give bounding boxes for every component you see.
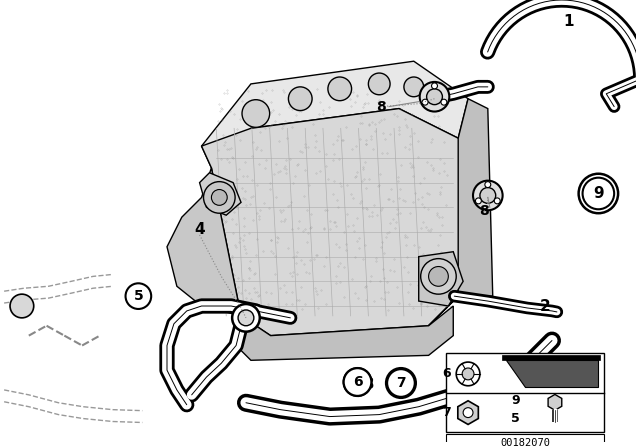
Text: 5: 5 [134,289,143,303]
Circle shape [344,368,371,396]
Circle shape [328,77,351,101]
Circle shape [427,89,442,105]
Circle shape [480,188,496,203]
Circle shape [232,304,260,332]
FancyBboxPatch shape [446,353,604,432]
Text: 6: 6 [443,367,451,380]
Text: 5: 5 [511,412,520,425]
Text: 8: 8 [479,204,489,218]
Text: 2: 2 [540,298,550,314]
Circle shape [476,198,481,204]
Circle shape [485,181,491,188]
Circle shape [238,310,254,326]
Circle shape [462,368,474,380]
Circle shape [386,368,416,398]
Circle shape [582,178,614,209]
Text: 1: 1 [563,14,574,29]
Polygon shape [202,61,468,168]
Text: 7: 7 [396,376,406,390]
Polygon shape [506,360,598,387]
Text: 9: 9 [511,394,520,407]
Text: 3: 3 [364,378,374,392]
Polygon shape [202,108,468,336]
Polygon shape [502,355,600,360]
Polygon shape [429,99,493,326]
FancyBboxPatch shape [446,434,604,448]
Text: 9: 9 [593,186,604,201]
Circle shape [441,99,447,105]
Polygon shape [458,401,478,424]
Circle shape [404,77,424,97]
Circle shape [211,190,227,205]
Text: 00182070: 00182070 [500,438,550,448]
Circle shape [494,198,500,204]
Circle shape [463,408,473,418]
Polygon shape [200,173,241,215]
Circle shape [420,82,449,112]
Circle shape [473,181,502,210]
Circle shape [422,99,428,105]
Circle shape [456,362,480,386]
Circle shape [204,181,235,213]
Polygon shape [231,306,453,360]
Text: 6: 6 [353,375,362,389]
Circle shape [420,258,456,294]
Circle shape [579,174,618,213]
Circle shape [394,376,408,390]
Text: 7: 7 [442,406,451,419]
Circle shape [351,375,364,389]
Polygon shape [167,168,241,316]
Text: 8: 8 [376,99,386,114]
Circle shape [10,294,34,318]
Polygon shape [419,252,463,306]
Circle shape [369,73,390,95]
Circle shape [125,283,151,309]
Polygon shape [548,394,562,410]
Circle shape [344,368,371,396]
Circle shape [586,181,610,205]
Circle shape [289,87,312,111]
Circle shape [431,83,438,89]
Circle shape [242,100,269,127]
Circle shape [429,267,449,286]
Circle shape [387,369,415,397]
Text: 4: 4 [195,221,205,237]
